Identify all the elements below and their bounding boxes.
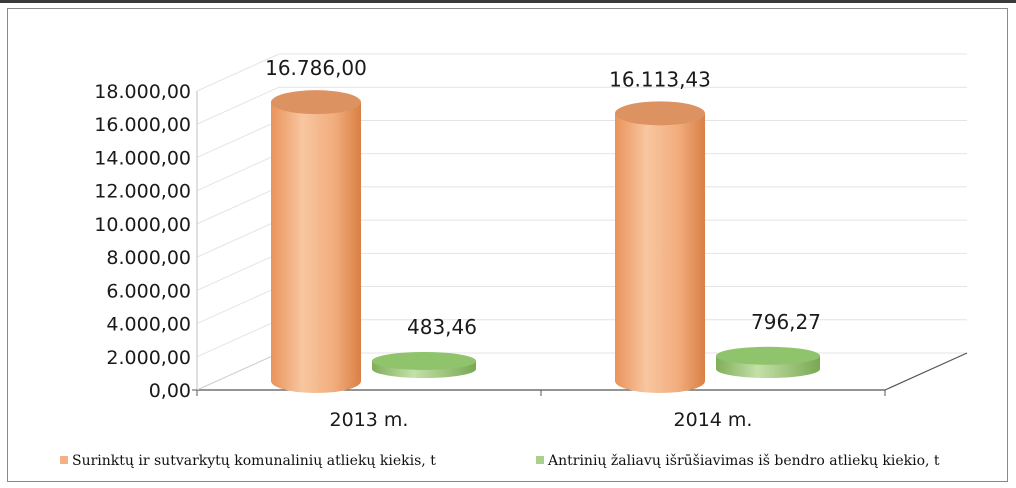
data-label: 16.786,00 <box>265 56 367 80</box>
data-label: 16.113,43 <box>609 67 711 91</box>
bar-top <box>716 346 820 365</box>
y-tick-label: 18.000,00 <box>94 81 191 103</box>
bar-1-1 <box>271 90 361 393</box>
gridline-side <box>196 53 280 92</box>
x-category-labels: 2013 m. 2014 m. <box>330 409 753 431</box>
y-tick-label: 16.000,00 <box>94 114 191 136</box>
y-tick-label: 6.000,00 <box>106 280 191 302</box>
legend-swatch-series-2 <box>536 456 544 464</box>
top-rule <box>0 0 1016 3</box>
gridline-side <box>196 119 280 158</box>
y-tick-label: 4.000,00 <box>106 314 191 336</box>
gridline-side <box>196 252 280 291</box>
bar-top <box>271 90 361 115</box>
y-tick-label: 10.000,00 <box>94 214 191 236</box>
data-labels: 16.786,00 16.113,43 483,46 796,27 <box>265 56 821 339</box>
data-label: 483,46 <box>407 315 477 339</box>
legend-label-series-1: Surinktų ir sutvarkytų komunalinių atlie… <box>72 453 436 469</box>
gridline-side <box>196 153 280 192</box>
y-tick-label: 8.000,00 <box>106 247 191 269</box>
bar-2-2 <box>716 346 820 378</box>
floor-edge <box>884 352 968 391</box>
gridline-side <box>196 286 280 325</box>
y-tick-label: 0,00 <box>149 380 191 402</box>
bars <box>271 90 820 394</box>
y-tick-label: 2.000,00 <box>106 347 191 369</box>
legend-label-series-2: Antrinių žaliavų išrūšiavimas iš bendro … <box>548 453 940 469</box>
x-category-label: 2014 m. <box>674 409 753 431</box>
data-label: 796,27 <box>751 310 821 334</box>
floor-edge-left <box>196 352 280 391</box>
bar-top <box>615 101 705 126</box>
legend-item-series-2: Antrinių žaliavų išrūšiavimas iš bendro … <box>536 453 940 469</box>
gridline-side <box>196 86 280 125</box>
bar-body <box>615 113 705 394</box>
x-category-label: 2013 m. <box>330 409 409 431</box>
gridline-side <box>196 186 280 225</box>
y-tick-labels: 0,00 2.000,00 4.000,00 6.000,00 8.000,00 10.0… <box>94 81 191 402</box>
bar-body <box>271 102 361 393</box>
bar-1-2 <box>615 101 705 394</box>
gridline-side <box>196 219 280 258</box>
bar-top <box>372 351 476 370</box>
y-tick-label: 14.000,00 <box>94 147 191 169</box>
legend-item-series-1: Surinktų ir sutvarkytų komunalinių atlie… <box>60 453 436 469</box>
y-tick-label: 12.000,00 <box>94 181 191 203</box>
gridline-side <box>196 319 280 358</box>
legend-swatch-series-1 <box>60 456 68 464</box>
bar-2-1 <box>372 351 476 378</box>
